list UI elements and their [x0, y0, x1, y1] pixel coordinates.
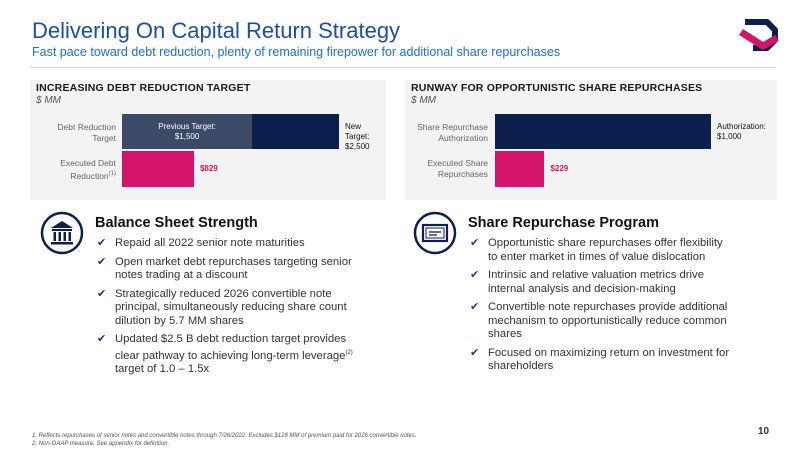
category-label: Executed Debt Reduction(1) — [30, 158, 116, 182]
category-label-line1: Share Repurchase — [417, 122, 488, 132]
check-icon: ✔ — [97, 287, 107, 300]
category-label: Executed Share Repurchases — [405, 158, 488, 180]
header-divider — [30, 67, 776, 68]
bullet-text: Intrinsic and relative valuation metrics… — [488, 269, 704, 295]
category-label-line1: Executed Debt — [60, 158, 116, 168]
share-repurchase-chart: RUNWAY FOR OPPORTUNISTIC SHARE REPURCHAS… — [405, 80, 777, 200]
data-label-previous-target: Previous Target: $1,500 — [122, 122, 252, 142]
list-item: ✔ Updated $2.5 B debt reduction target pr… — [95, 333, 357, 376]
check-icon: ✔ — [470, 269, 480, 281]
bullet-text: Updated $2.5 B debt reduction target pro… — [115, 333, 347, 362]
check-icon: ✔ — [97, 333, 107, 345]
bar-previous-target — [122, 114, 253, 149]
data-label-executed-share: $229 — [550, 164, 569, 173]
bullet-text: Strategically reduced 2026 convertible n… — [115, 287, 347, 327]
data-label-line1: Authorization: — [717, 122, 766, 131]
data-label-line1: Previous Target: — [158, 122, 216, 131]
bullet-text: Opportunistic share repurchases offer fl… — [488, 237, 723, 263]
bullet-text: Open market debt repurchases targeting s… — [115, 255, 352, 282]
bank-icon — [40, 211, 84, 255]
balance-sheet-list: ✔ Repaid all 2022 senior note maturities … — [95, 237, 357, 381]
data-label-line2: $1,500 — [174, 132, 200, 141]
page-subtitle: Fast pace toward debt reduction, plenty … — [32, 45, 561, 59]
category-label-line1: Executed Share — [427, 158, 488, 168]
footnote-marker: (2) — [345, 349, 353, 356]
footnote-marker: (1) — [108, 171, 116, 177]
balance-sheet-heading: Balance Sheet Strength — [95, 215, 258, 231]
data-label-authorization: Authorization: $1,000 — [717, 122, 766, 142]
check-icon: ✔ — [97, 237, 107, 249]
category-label-line2: Target — [92, 133, 116, 143]
list-item: ✔ Opportunistic share repurchases offer f… — [468, 237, 730, 264]
bar-authorization — [495, 114, 711, 149]
debt-reduction-chart: INCREASING DEBT REDUCTION TARGET $ MM De… — [30, 80, 386, 200]
bar-executed-share — [495, 151, 545, 187]
footnote: 2. Non-GAAP measure. See appendix for de… — [32, 441, 170, 447]
list-item: ✔ Strategically reduced 2026 convertible … — [95, 288, 357, 329]
category-label: Share Repurchase Authorization — [405, 122, 488, 144]
category-label-line2: Authorization — [438, 133, 488, 143]
list-item: ✔ Focused on maximizing return on investm… — [468, 347, 730, 374]
chart-title: RUNWAY FOR OPPORTUNISTIC SHARE REPURCHAS… — [411, 82, 703, 94]
company-logo-icon — [739, 19, 779, 51]
data-label-new-target: New Target: $2,500 — [345, 122, 386, 152]
check-icon: ✔ — [470, 237, 480, 249]
data-label-line1: New Target: — [345, 122, 370, 141]
check-icon: ✔ — [470, 301, 480, 313]
share-repurchase-heading: Share Repurchase Program — [468, 215, 659, 231]
share-repurchase-list: ✔ Opportunistic share repurchases offer f… — [468, 237, 730, 379]
data-label-line2: $1,000 — [717, 132, 742, 141]
list-item: ✔ Open market debt repurchases targeting … — [95, 256, 357, 283]
category-label-line2: Reduction — [70, 170, 109, 181]
check-icon: ✔ — [470, 346, 480, 359]
page-number: 10 — [758, 426, 770, 437]
data-label-executed-debt: $829 — [199, 164, 218, 173]
chart-unit: $ MM — [36, 95, 61, 106]
certificate-icon — [413, 211, 457, 255]
category-label-line1: Debt Reduction — [57, 122, 116, 132]
page-title: Delivering On Capital Return Strategy — [32, 18, 401, 43]
chart-unit: $ MM — [411, 95, 436, 106]
category-label: Debt Reduction Target — [30, 122, 116, 144]
footnote: 1. Reflects repurchases of senior notes … — [32, 433, 417, 439]
bullet-text-end: target of 1.0 – 1.5x — [115, 362, 210, 375]
bullet-text: Convertible note repurchases provide add… — [488, 301, 728, 340]
data-label-line2: $2,500 — [345, 142, 370, 151]
check-icon: ✔ — [97, 255, 107, 268]
bullet-text: Repaid all 2022 senior note maturities — [115, 237, 305, 249]
list-item: ✔ Intrinsic and relative valuation metric… — [468, 269, 730, 296]
category-label-line2: Repurchases — [437, 169, 488, 179]
chart-title: INCREASING DEBT REDUCTION TARGET — [36, 82, 251, 94]
bar-executed-debt — [122, 151, 194, 187]
list-item: ✔ Convertible note repurchases provide ad… — [468, 301, 730, 342]
list-item: ✔ Repaid all 2022 senior note maturities — [95, 237, 357, 251]
bullet-text: Focused on maximizing return on investme… — [488, 346, 730, 373]
